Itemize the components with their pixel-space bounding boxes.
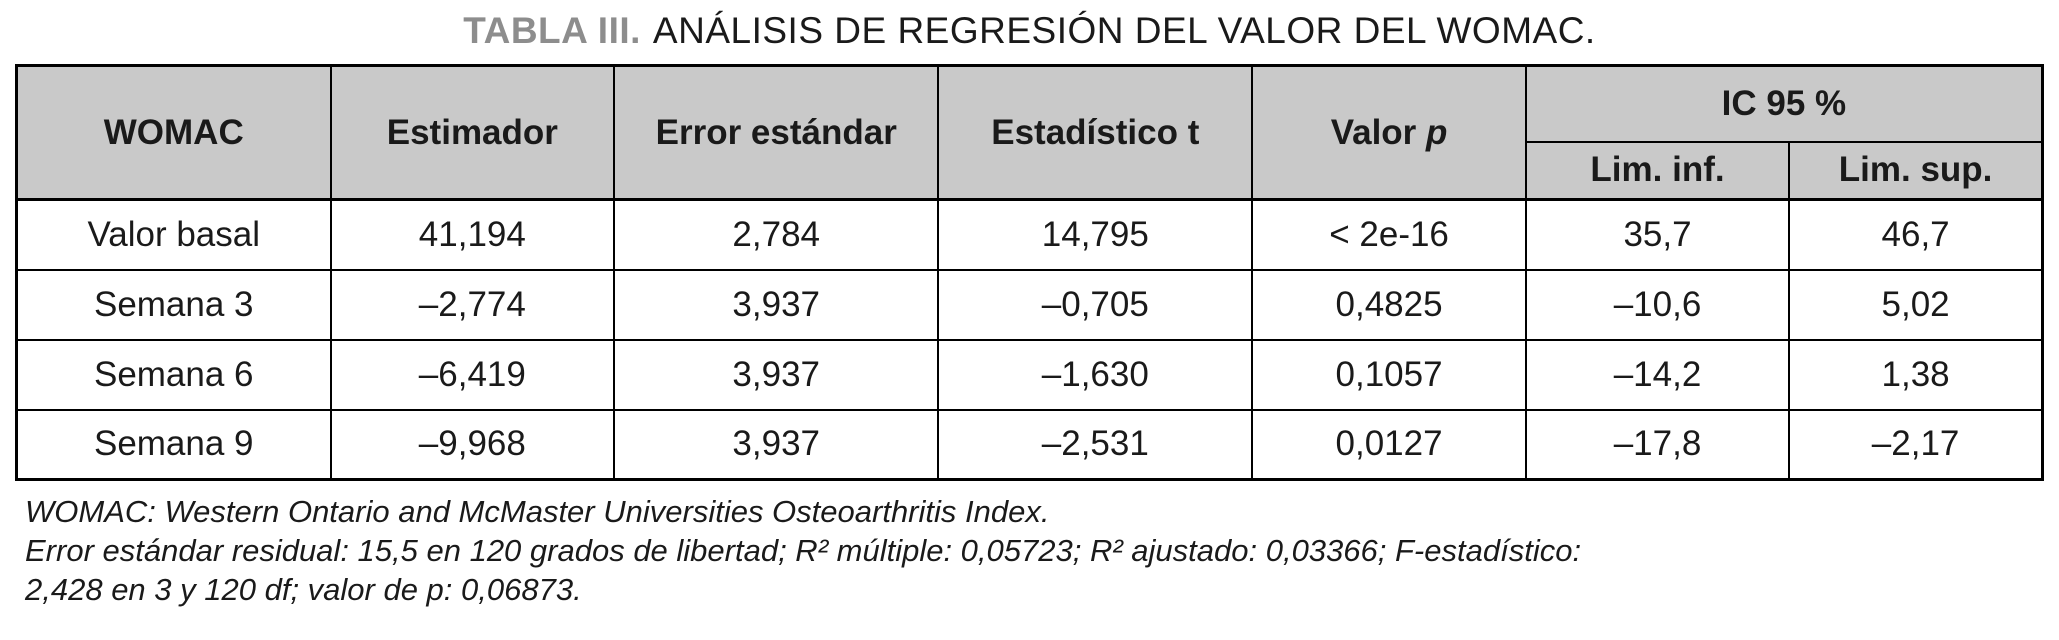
col-header-valor-p: Valor p	[1251, 64, 1527, 201]
col-header-error-estandar: Error estándar	[613, 64, 940, 201]
cell-error-estandar: 3,937	[613, 268, 940, 341]
table-title-text: ANÁLISIS DE REGRESIÓN DEL VALOR DEL WOMA…	[652, 10, 1596, 51]
col-header-lim-sup: Lim. sup.	[1788, 140, 2044, 201]
cell-estimador: –2,774	[329, 268, 616, 341]
table-body: Valor basal 41,194 2,784 14,795 < 2e-16 …	[15, 198, 2044, 481]
table-header: WOMAC Estimador Error estándar Estadísti…	[15, 64, 2044, 201]
row-label: Semana 6	[15, 338, 332, 411]
cell-estimador: 41,194	[329, 198, 616, 271]
cell-estimador: –9,968	[329, 408, 616, 481]
table-title: TABLA III. ANÁLISIS DE REGRESIÓN DEL VALO…	[15, 10, 2044, 52]
valor-p-label: Valor	[1330, 112, 1417, 152]
col-header-ic95: IC 95 %	[1524, 64, 2044, 143]
cell-estadistico-t: –1,630	[937, 338, 1254, 411]
cell-error-estandar: 2,784	[613, 198, 940, 271]
col-header-estadistico-t: Estadístico t	[937, 64, 1254, 201]
table-title-label: TABLA III.	[463, 10, 641, 51]
cell-lim-sup: 5,02	[1788, 268, 2044, 341]
cell-estadistico-t: –2,531	[937, 408, 1254, 481]
cell-estadistico-t: –0,705	[937, 268, 1254, 341]
footnote-line: 2,428 en 3 y 120 df; valor de p: 0,06873…	[25, 571, 582, 607]
row-label: Semana 9	[15, 408, 332, 481]
cell-error-estandar: 3,937	[613, 408, 940, 481]
footnote-line: Error estándar residual: 15,5 en 120 gra…	[25, 532, 1582, 568]
cell-estimador: –6,419	[329, 338, 616, 411]
footnotes: WOMAC: Western Ontario and McMaster Univ…	[25, 493, 2044, 609]
cell-lim-inf: –14,2	[1524, 338, 1791, 411]
cell-lim-inf: 35,7	[1524, 198, 1791, 271]
table-row: Semana 9 –9,968 3,937 –2,531 0,0127 –17,…	[15, 408, 2044, 481]
footnote-line: WOMAC: Western Ontario and McMaster Univ…	[25, 494, 1050, 529]
regression-table: WOMAC Estimador Error estándar Estadísti…	[15, 64, 2044, 481]
valor-p-symbol: p	[1426, 112, 1448, 152]
cell-error-estandar: 3,937	[613, 338, 940, 411]
col-header-lim-inf: Lim. inf.	[1524, 140, 1791, 201]
cell-valor-p: 0,4825	[1251, 268, 1527, 341]
cell-lim-sup: 46,7	[1788, 198, 2044, 271]
row-label: Valor basal	[15, 198, 332, 271]
cell-estadistico-t: 14,795	[937, 198, 1254, 271]
cell-lim-sup: –2,17	[1788, 408, 2044, 481]
col-header-womac: WOMAC	[15, 64, 332, 201]
col-header-estimador: Estimador	[329, 64, 616, 201]
cell-lim-inf: –10,6	[1524, 268, 1791, 341]
cell-valor-p: < 2e-16	[1251, 198, 1527, 271]
row-label: Semana 3	[15, 268, 332, 341]
cell-valor-p: 0,0127	[1251, 408, 1527, 481]
cell-lim-inf: –17,8	[1524, 408, 1791, 481]
cell-valor-p: 0,1057	[1251, 338, 1527, 411]
table-row: Valor basal 41,194 2,784 14,795 < 2e-16 …	[15, 198, 2044, 271]
table-row: Semana 6 –6,419 3,937 –1,630 0,1057 –14,…	[15, 338, 2044, 411]
cell-lim-sup: 1,38	[1788, 338, 2044, 411]
table-row: Semana 3 –2,774 3,937 –0,705 0,4825 –10,…	[15, 268, 2044, 341]
